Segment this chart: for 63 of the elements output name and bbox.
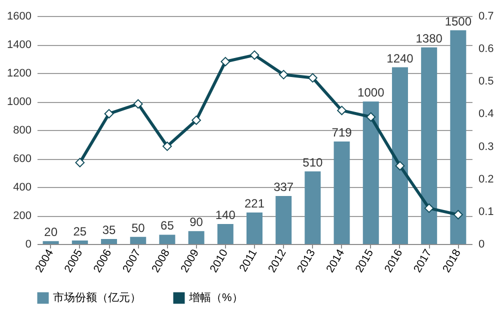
point [278,70,288,80]
y-tick-label: 800 [13,124,32,136]
bar [42,241,59,244]
y2-tick-label: 0 [478,238,485,250]
data-label: 25 [73,224,87,238]
y-tick-label: 0 [25,238,32,250]
data-label: 221 [244,196,265,211]
data-label: 90 [190,215,204,230]
bar [217,224,234,244]
point [366,112,376,122]
data-label: 337 [274,180,294,194]
point [133,99,143,109]
y2-tick-label: 0.2 [478,173,494,186]
legend-label: 增幅（%） [188,292,243,304]
bar [276,196,292,244]
data-label: 35 [102,223,116,238]
bar [130,236,146,244]
y-tick-label: 1000 [7,96,32,108]
point [395,161,405,171]
y2-tick-label: 0.6 [478,43,494,56]
point [337,106,346,116]
bar [101,239,118,244]
bar [246,212,262,244]
point [453,210,463,220]
data-label: 1500 [444,14,472,28]
data-label: 1000 [358,86,385,100]
point [75,158,85,168]
bar [362,102,379,244]
y2-tick-label: 0.3 [478,140,494,153]
data-label: 719 [332,126,352,140]
point [424,203,434,213]
y2-tick-label: 0.4 [478,108,494,120]
y-tick-label: 400 [13,182,32,194]
data-label: 50 [131,220,146,235]
point [220,56,230,66]
data-label: 1380 [416,31,443,46]
y-tick-label: 1200 [7,68,32,80]
data-label: 1240 [386,51,414,66]
bar [421,47,438,244]
y2-tick-label: 0.1 [478,206,494,218]
bar [188,231,204,244]
point [192,116,201,125]
point [250,50,260,60]
data-label: 510 [302,155,324,170]
y-tick-label: 1400 [7,39,32,51]
data-label: 140 [215,208,236,222]
legend-label: 市场份额（亿元） [53,291,141,304]
y2-tick-label: 0.7 [478,10,494,22]
data-label: 20 [44,225,58,240]
bar [450,30,466,244]
point [104,109,114,118]
bar [334,142,350,244]
bar [72,240,88,244]
bar [159,234,176,244]
y-tick-label: 600 [13,153,32,165]
bar [392,67,408,244]
y-tick-label: 200 [13,210,32,222]
y-tick-label: 1600 [7,10,32,22]
data-label: 65 [160,218,174,233]
point [308,73,318,83]
point [162,142,172,151]
bar [304,171,321,244]
y2-tick-label: 0.5 [478,76,494,88]
